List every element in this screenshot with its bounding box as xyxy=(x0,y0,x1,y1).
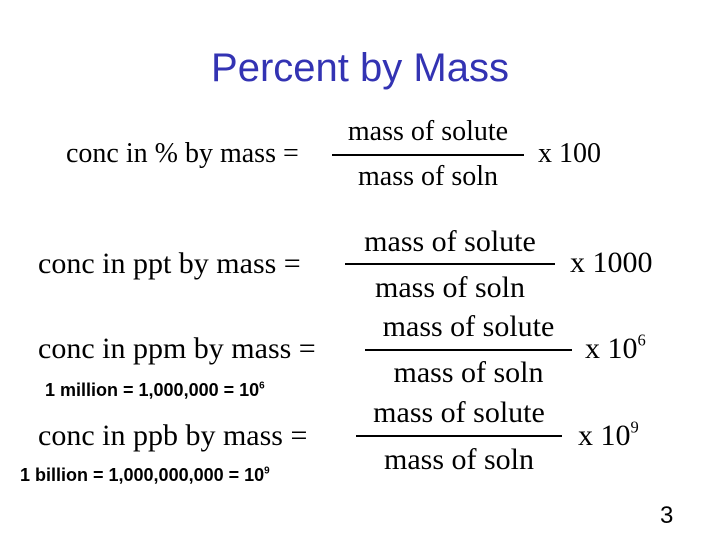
factor-base: x 10 xyxy=(578,419,631,452)
factor: x 100 xyxy=(538,138,601,169)
note-text: 1 billion = 1,000,000,000 = 10 xyxy=(20,465,265,485)
exponent: 9 xyxy=(264,465,270,477)
factor: x 1000 xyxy=(570,246,653,279)
numerator: mass of solute xyxy=(364,225,536,258)
formula-lhs: conc in ppb by mass = xyxy=(38,419,308,452)
numerator: mass of solute xyxy=(347,116,509,147)
denominator: mass of soln xyxy=(358,161,498,192)
formula-lhs: conc in ppt by mass = xyxy=(38,247,301,280)
formula-lhs: conc in ppm by mass = xyxy=(38,332,316,365)
page-number: 3 xyxy=(660,502,674,529)
factor: x 106 xyxy=(585,330,646,365)
factor: x 109 xyxy=(578,417,639,452)
fraction-bar xyxy=(356,435,562,437)
fraction-bar xyxy=(332,154,524,156)
denominator: mass of soln xyxy=(393,356,544,389)
note-text: 1 million = 1,000,000 = 10 xyxy=(45,380,260,400)
denominator: mass of soln xyxy=(384,443,534,476)
fraction-bar xyxy=(365,349,572,351)
note: 1 million = 1,000,000 = 106 xyxy=(45,381,265,399)
formula-lhs: conc in % by mass = xyxy=(66,138,299,169)
slide-title: Percent by Mass xyxy=(211,46,509,90)
numerator: mass of solute xyxy=(373,396,545,429)
factor-base: x 10 xyxy=(585,332,638,365)
exponent: 6 xyxy=(637,330,646,350)
note: 1 billion = 1,000,000,000 = 109 xyxy=(20,466,270,484)
exponent: 9 xyxy=(630,417,639,437)
exponent: 6 xyxy=(259,380,265,392)
denominator: mass of soln xyxy=(375,271,525,304)
fraction-bar xyxy=(345,263,555,265)
numerator: mass of solute xyxy=(382,310,555,343)
